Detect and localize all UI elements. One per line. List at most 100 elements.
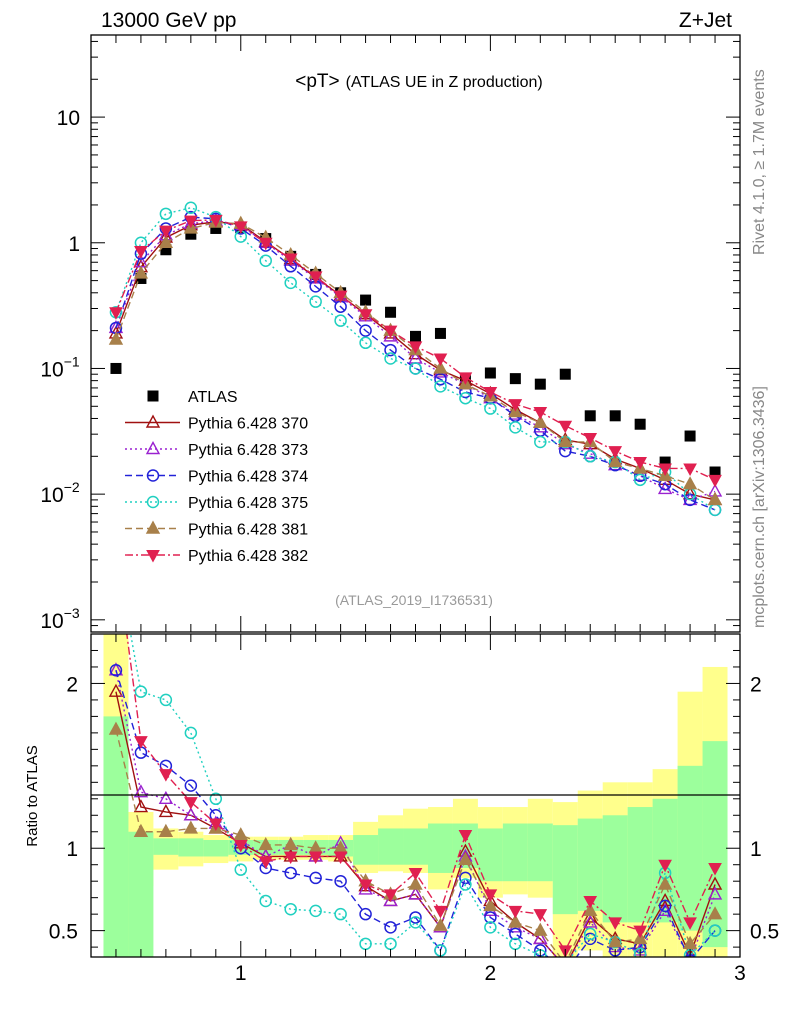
main-series-1 bbox=[108, 213, 723, 506]
ratio-data-point bbox=[334, 874, 347, 888]
legend-label: Pythia 6.428 375 bbox=[188, 495, 308, 512]
ratio-data-point bbox=[707, 886, 723, 900]
ratio-data-point bbox=[233, 839, 248, 853]
main-data-point bbox=[709, 466, 721, 478]
main-data-point bbox=[258, 237, 273, 251]
ratio-data-point bbox=[657, 876, 673, 890]
ratio-xtick-label: 3 bbox=[734, 962, 746, 985]
ratio-data-point bbox=[333, 851, 348, 865]
band-green-bin bbox=[203, 839, 229, 857]
main-series-group bbox=[108, 201, 723, 517]
axes-group: 10 1 10−1 10−2 10−3 1 2 3 2 2 1 1 0.5 0.5 bbox=[40, 35, 779, 985]
main-data-point bbox=[633, 473, 647, 487]
ratio-data-point bbox=[283, 836, 298, 851]
ratio-data-point bbox=[384, 921, 397, 934]
ratio-data-point bbox=[484, 911, 497, 924]
main-series-5 bbox=[108, 214, 723, 506]
main-data-point bbox=[483, 386, 498, 400]
legend-marker bbox=[146, 550, 160, 563]
main-data-point bbox=[509, 373, 521, 385]
main-data-point bbox=[484, 367, 496, 379]
ratio-data-point bbox=[633, 925, 647, 939]
legend-marker bbox=[145, 441, 161, 455]
main-data-point bbox=[684, 430, 696, 442]
ratio-data-point bbox=[483, 897, 498, 912]
main-data-point bbox=[110, 362, 122, 374]
main-data-point bbox=[683, 463, 697, 477]
main-data-point bbox=[210, 222, 222, 234]
main-data-point bbox=[383, 325, 398, 339]
main-data-point bbox=[533, 407, 548, 420]
band-green-bin bbox=[153, 838, 179, 855]
ratio-data-point bbox=[334, 907, 347, 921]
ratio-data-point bbox=[184, 726, 198, 740]
main-data-point bbox=[360, 294, 372, 306]
main-data-point bbox=[459, 391, 472, 405]
band-green-bin bbox=[502, 823, 528, 882]
main-data-point bbox=[558, 434, 573, 448]
main-data-point bbox=[108, 331, 124, 345]
ratio-data-point bbox=[134, 685, 148, 698]
main-data-point bbox=[458, 372, 473, 385]
main-title-symbol: <pT> bbox=[295, 71, 339, 92]
band-green-bin bbox=[128, 831, 154, 957]
ratio-data-point bbox=[158, 823, 174, 837]
main-data-point bbox=[333, 290, 348, 304]
ratio-data-point bbox=[358, 881, 373, 895]
main-data-point bbox=[158, 234, 174, 248]
ratio-data-point bbox=[258, 836, 273, 851]
ratio-data-point bbox=[110, 547, 122, 558]
ratio-data-point bbox=[658, 859, 672, 873]
main-data-point bbox=[409, 362, 422, 375]
band-green-bin bbox=[552, 825, 578, 915]
ratio-xtick-label: 2 bbox=[485, 962, 497, 985]
ratio-data-point bbox=[484, 921, 497, 934]
ratio-data-point bbox=[108, 662, 124, 676]
ratio-data-point bbox=[309, 904, 322, 918]
band-green-bin bbox=[353, 835, 379, 865]
main-data-point bbox=[534, 435, 547, 449]
main-data-point bbox=[584, 410, 596, 422]
ratio-data-point bbox=[683, 917, 697, 930]
main-data-point bbox=[308, 271, 323, 284]
ratio-data-point bbox=[633, 947, 647, 957]
legend-marker bbox=[146, 495, 160, 509]
band-green-bin bbox=[577, 818, 603, 911]
band-green-bin bbox=[178, 838, 204, 857]
ratio-data-point bbox=[508, 905, 523, 919]
band-green-bin bbox=[378, 828, 404, 865]
main-data-point bbox=[682, 476, 698, 490]
legend-entry: ATLAS bbox=[147, 389, 238, 406]
band-green-bin bbox=[527, 823, 553, 882]
ratio-data-point bbox=[234, 863, 248, 876]
ratio-data-point bbox=[564, 955, 567, 957]
main-data-point bbox=[433, 360, 448, 374]
main-data-point bbox=[159, 225, 173, 239]
ratio-series-5 bbox=[110, 547, 722, 957]
ratio-data-point bbox=[383, 889, 398, 902]
main-ytick-label: 10−1 bbox=[40, 353, 80, 381]
ratio-data-point bbox=[608, 934, 623, 948]
ratio-data-point bbox=[608, 917, 623, 930]
main-data-point bbox=[109, 307, 123, 320]
analysis-tag: (ATLAS_2019_I1736531) bbox=[335, 592, 493, 608]
ratio-data-point bbox=[583, 927, 597, 941]
legend: ATLAS Pythia 6.428 370 Pythia 6.428 373 Pyt… bbox=[125, 389, 308, 565]
main-data-point bbox=[408, 341, 423, 354]
main-data-point bbox=[609, 410, 621, 422]
ratio-data-point bbox=[583, 914, 598, 928]
ratio-data-point bbox=[134, 746, 148, 759]
main-data-point bbox=[384, 343, 397, 357]
main-data-point bbox=[284, 276, 297, 290]
ratio-data-point bbox=[560, 958, 571, 969]
header-left: 13000 GeV pp bbox=[101, 9, 236, 32]
main-data-point bbox=[434, 327, 446, 339]
ratio-data-point bbox=[533, 922, 548, 936]
ratio-data-point bbox=[209, 792, 223, 806]
legend-marker bbox=[145, 520, 161, 534]
ratio-series-group bbox=[108, 547, 723, 969]
ratio-data-point bbox=[458, 851, 473, 865]
ratio-data-point bbox=[283, 851, 298, 865]
ratio-data-point bbox=[284, 902, 297, 916]
legend-entry: Pythia 6.428 370 bbox=[125, 414, 308, 433]
